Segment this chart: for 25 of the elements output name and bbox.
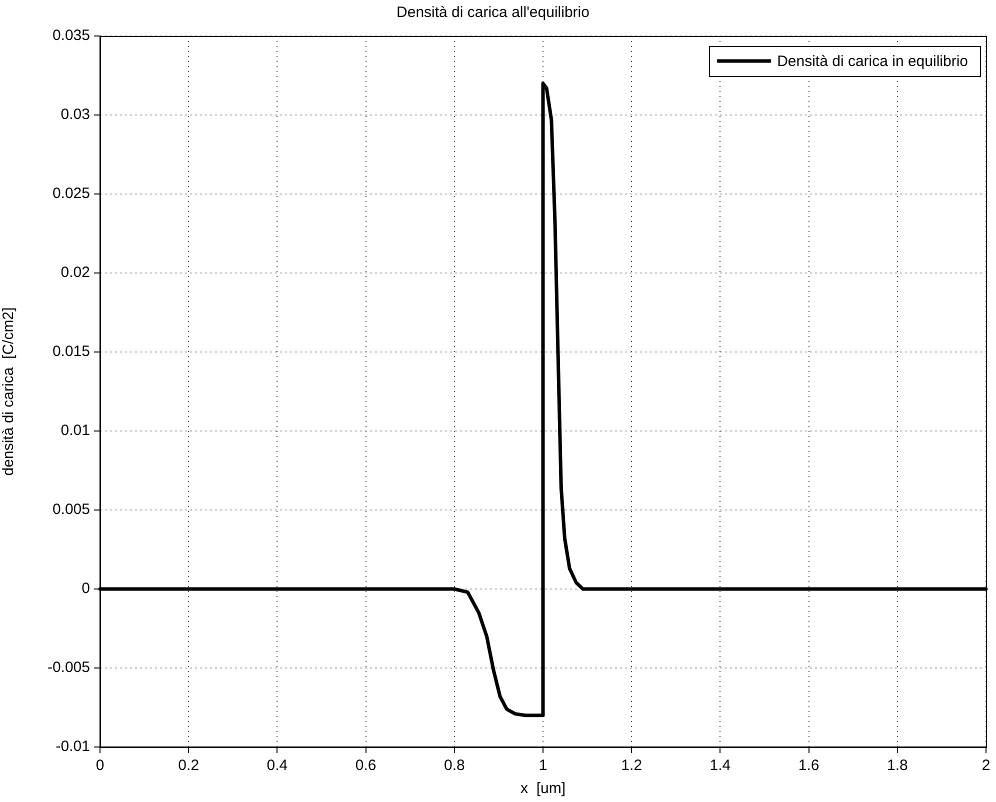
x-tick-label: 0.4 — [266, 757, 288, 774]
y-tick-label: -0.01 — [56, 738, 90, 756]
y-tick-label: 0.035 — [52, 27, 90, 44]
x-tick-label: 1.4 — [710, 757, 731, 774]
y-tick-label: 0.025 — [52, 185, 90, 202]
y-tick-label: 0.02 — [60, 264, 90, 282]
y-axis-title: densità di carica [C/cm2] — [0, 307, 18, 476]
legend-label: Densità di carica in equilibrio — [777, 53, 968, 70]
x-tick-label: 1 — [538, 757, 548, 774]
x-tick-label: 0.2 — [178, 757, 200, 774]
x-tick-label: 0.8 — [444, 757, 465, 774]
y-tick-label: 0.015 — [52, 343, 90, 360]
x-tick-label: 2 — [982, 757, 990, 774]
x-tick-label: 1.6 — [798, 757, 820, 774]
y-tick-label: -0.005 — [47, 659, 90, 676]
x-axis-title: x [um] — [520, 780, 566, 798]
y-tick-label: 0.01 — [60, 422, 90, 440]
y-tick-label: 0.005 — [52, 501, 90, 518]
x-tick-label: 0 — [96, 757, 104, 774]
chart-title: Densità di carica all'equilibrio — [396, 4, 590, 22]
y-tick-label: 0.03 — [60, 106, 90, 124]
x-tick-label: 0.6 — [355, 757, 376, 774]
x-tick-label: 1.8 — [886, 757, 908, 774]
y-tick-label: 0 — [82, 580, 90, 598]
x-tick-label: 1.2 — [621, 757, 642, 774]
